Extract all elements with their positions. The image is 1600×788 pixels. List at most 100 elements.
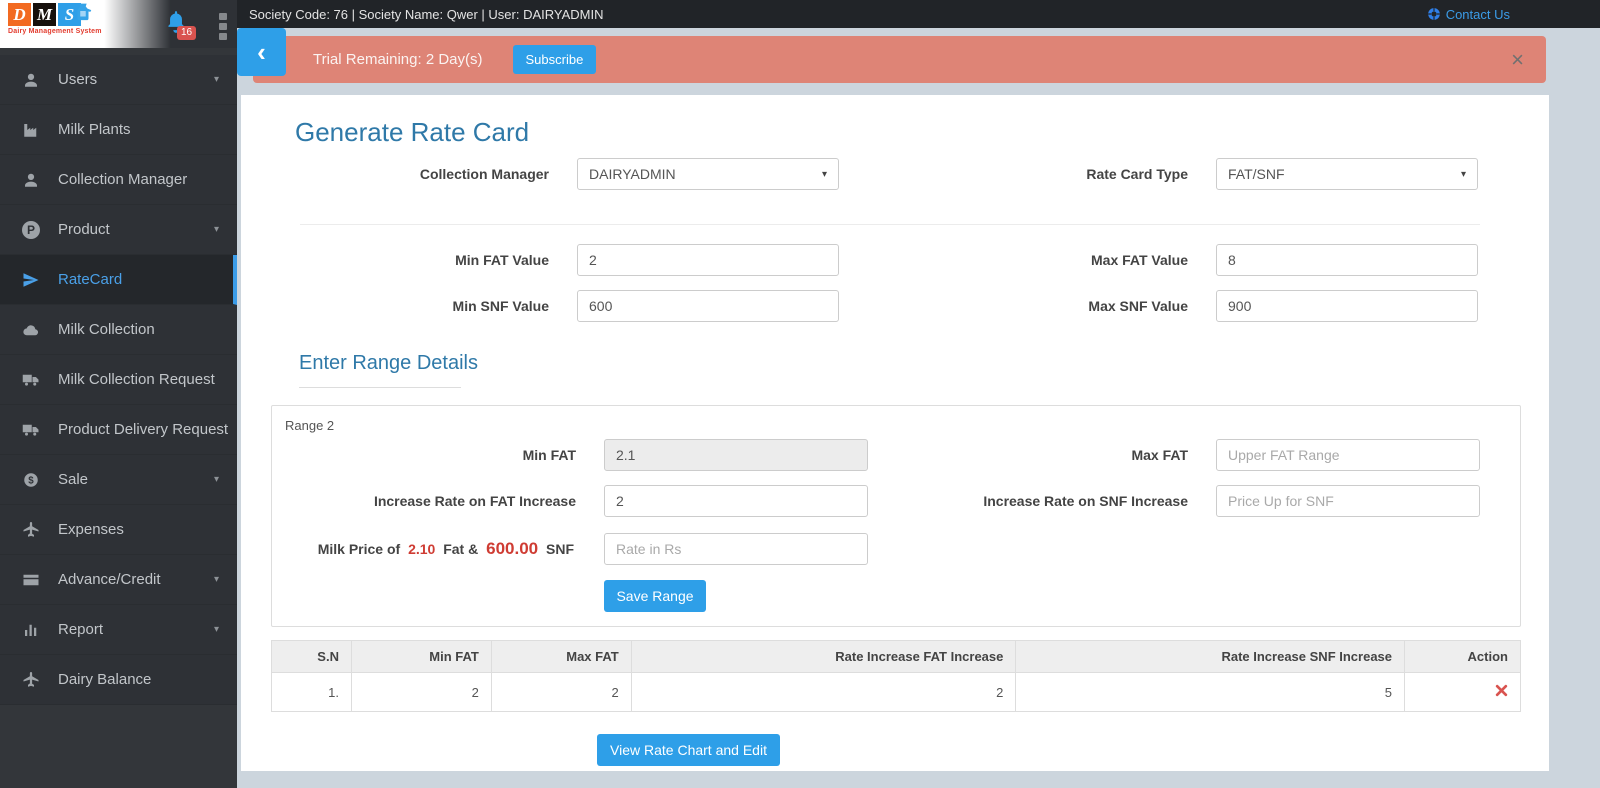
sidebar-item-label: Dairy Balance — [58, 671, 152, 688]
contact-us-link[interactable]: Contact Us — [1427, 7, 1510, 22]
milk-price-snf-value: 600.00 — [486, 539, 539, 558]
sidebar-item-label: RateCard — [58, 271, 123, 288]
credit-card-icon — [20, 571, 42, 589]
contact-us-label: Contact Us — [1445, 6, 1510, 22]
society-info: Society Code: 76 | Society Name: Qwer | … — [249, 6, 604, 22]
sidebar-item-dairy-balance[interactable]: Dairy Balance — [0, 655, 237, 705]
truck-icon — [20, 421, 42, 439]
plane-icon — [20, 521, 42, 539]
milk-price-fat-value: 2.10 — [408, 541, 436, 557]
sidebar-item-label: Milk Collection — [58, 321, 155, 338]
rate-card-type-select[interactable]: FAT/SNF ▾ — [1216, 158, 1478, 190]
max-snf-value-label: Max SNF Value — [1088, 298, 1188, 314]
sidebar-item-sale[interactable]: $ Sale ▾ — [0, 455, 237, 505]
snf-increase-label: Increase Rate on SNF Increase — [983, 493, 1188, 509]
sidebar-item-milk-collection-request[interactable]: Milk Collection Request — [0, 355, 237, 405]
sidebar-item-label: Advance/Credit — [58, 571, 161, 588]
title-underline — [299, 387, 461, 388]
chevron-down-icon: ▾ — [213, 474, 219, 485]
collection-manager-select[interactable]: DAIRYADMIN ▾ — [577, 158, 839, 190]
sidebar-item-users[interactable]: Users ▾ — [0, 55, 237, 105]
section-divider — [300, 224, 1480, 225]
kebab-menu-icon[interactable] — [219, 13, 229, 43]
cloud-icon — [20, 321, 42, 339]
user-icon — [20, 171, 42, 189]
sidebar-item-label: Product — [58, 221, 110, 238]
chevron-down-icon: ▾ — [213, 624, 219, 635]
paper-plane-icon — [20, 271, 42, 289]
min-fat-label: Min FAT — [522, 447, 576, 463]
table-header-min-fat: Min FAT — [350, 640, 492, 673]
max-fat-value-label: Max FAT Value — [1091, 252, 1188, 268]
range-details-panel: Range 2 Min FAT Max FAT Incr — [271, 405, 1521, 627]
product-p-icon: P — [20, 220, 42, 239]
sidebar-item-label: Sale — [58, 471, 89, 488]
subscribe-button[interactable]: Subscribe — [512, 45, 597, 74]
min-fat-value-input[interactable] — [577, 244, 839, 276]
max-fat-value-input[interactable] — [1216, 244, 1478, 276]
svg-text:$: $ — [28, 475, 34, 486]
sidebar-item-label: Product Delivery Request — [58, 421, 229, 438]
table-header-action: Action — [1404, 640, 1521, 673]
back-button[interactable]: ‹ — [237, 28, 286, 76]
sidebar-item-label: Milk Plants — [58, 121, 131, 138]
chevron-down-icon: ▾ — [213, 74, 219, 85]
chevron-down-icon: ▾ — [213, 224, 219, 235]
sidebar-item-label: Users — [58, 71, 98, 88]
rate-in-rs-input[interactable] — [604, 533, 868, 565]
max-fat-label: Max FAT — [1131, 447, 1188, 463]
page-title: Generate Rate Card — [295, 117, 530, 147]
cell-max-fat: 2 — [490, 672, 632, 712]
bar-chart-icon — [20, 621, 42, 639]
factory-icon — [20, 121, 42, 139]
min-snf-value-input[interactable] — [577, 290, 839, 322]
view-rate-chart-button[interactable]: View Rate Chart and Edit — [597, 734, 780, 766]
max-snf-value-input[interactable] — [1216, 290, 1478, 322]
sidebar-item-label: Expenses — [58, 521, 124, 538]
snf-increase-input[interactable] — [1216, 485, 1480, 517]
max-fat-input[interactable] — [1216, 439, 1480, 471]
table-header-rate-increase-snf: Rate Increase SNF Increase — [1015, 640, 1406, 673]
sidebar-item-collection-manager[interactable]: Collection Manager — [0, 155, 237, 205]
lifebuoy-icon — [1427, 8, 1440, 20]
table-header-sn: S.N — [271, 640, 352, 673]
chevron-down-icon: ▾ — [213, 574, 219, 585]
sidebar: D M S Dairy Management System 16 — [0, 0, 237, 788]
logo-subtitle: Dairy Management System — [8, 28, 102, 35]
table-row: 1. 2 2 2 5 — [271, 672, 1521, 712]
rate-ranges-table: S.N Min FAT Max FAT Rate Increase FAT In… — [271, 640, 1521, 712]
sidebar-item-report[interactable]: Report ▾ — [0, 605, 237, 655]
generate-rate-card-panel: Generate Rate Card Collection Manager DA… — [241, 95, 1549, 771]
table-header-row: S.N Min FAT Max FAT Rate Increase FAT In… — [271, 640, 1521, 673]
fat-increase-input[interactable] — [604, 485, 868, 517]
sidebar-item-milk-plants[interactable]: Milk Plants — [0, 105, 237, 155]
sidebar-item-milk-collection[interactable]: Milk Collection — [0, 305, 237, 355]
collection-manager-label: Collection Manager — [419, 166, 549, 182]
logo-letter-s: S — [58, 3, 81, 26]
close-icon[interactable]: × — [1511, 46, 1524, 72]
sidebar-item-label: Report — [58, 621, 104, 638]
cell-sn: 1. — [271, 672, 352, 712]
logo-letter-d: D — [8, 3, 31, 26]
rate-card-type-label: Rate Card Type — [1086, 166, 1188, 182]
trial-banner: Trial Remaining: 2 Day(s) Subscribe × — [253, 36, 1546, 83]
logo-letter-m: M — [33, 3, 56, 26]
chevron-down-icon: ▾ — [821, 168, 827, 180]
notifications-bell[interactable]: 16 — [163, 9, 197, 43]
sidebar-item-product[interactable]: P Product ▾ — [0, 205, 237, 255]
sidebar-item-product-delivery-request[interactable]: Product Delivery Request — [0, 405, 237, 455]
table-header-max-fat: Max FAT — [490, 640, 632, 673]
main-area: Society Code: 76 | Society Name: Qwer | … — [237, 0, 1600, 788]
notification-count-badge: 16 — [177, 26, 197, 40]
sidebar-item-ratecard[interactable]: RateCard — [0, 255, 237, 305]
min-fat-value-label: Min FAT Value — [455, 252, 549, 268]
sidebar-item-expenses[interactable]: Expenses — [0, 505, 237, 555]
range-number-label: Range 2 — [285, 418, 335, 433]
save-range-button[interactable]: Save Range — [604, 580, 706, 612]
sidebar-item-advance-credit[interactable]: Advance/Credit ▾ — [0, 555, 237, 605]
collection-manager-value: DAIRYADMIN — [589, 166, 676, 182]
delete-row-icon[interactable] — [1495, 684, 1508, 700]
cell-min-fat: 2 — [350, 672, 492, 712]
table-header-rate-increase-fat: Rate Increase FAT Increase — [630, 640, 1017, 673]
